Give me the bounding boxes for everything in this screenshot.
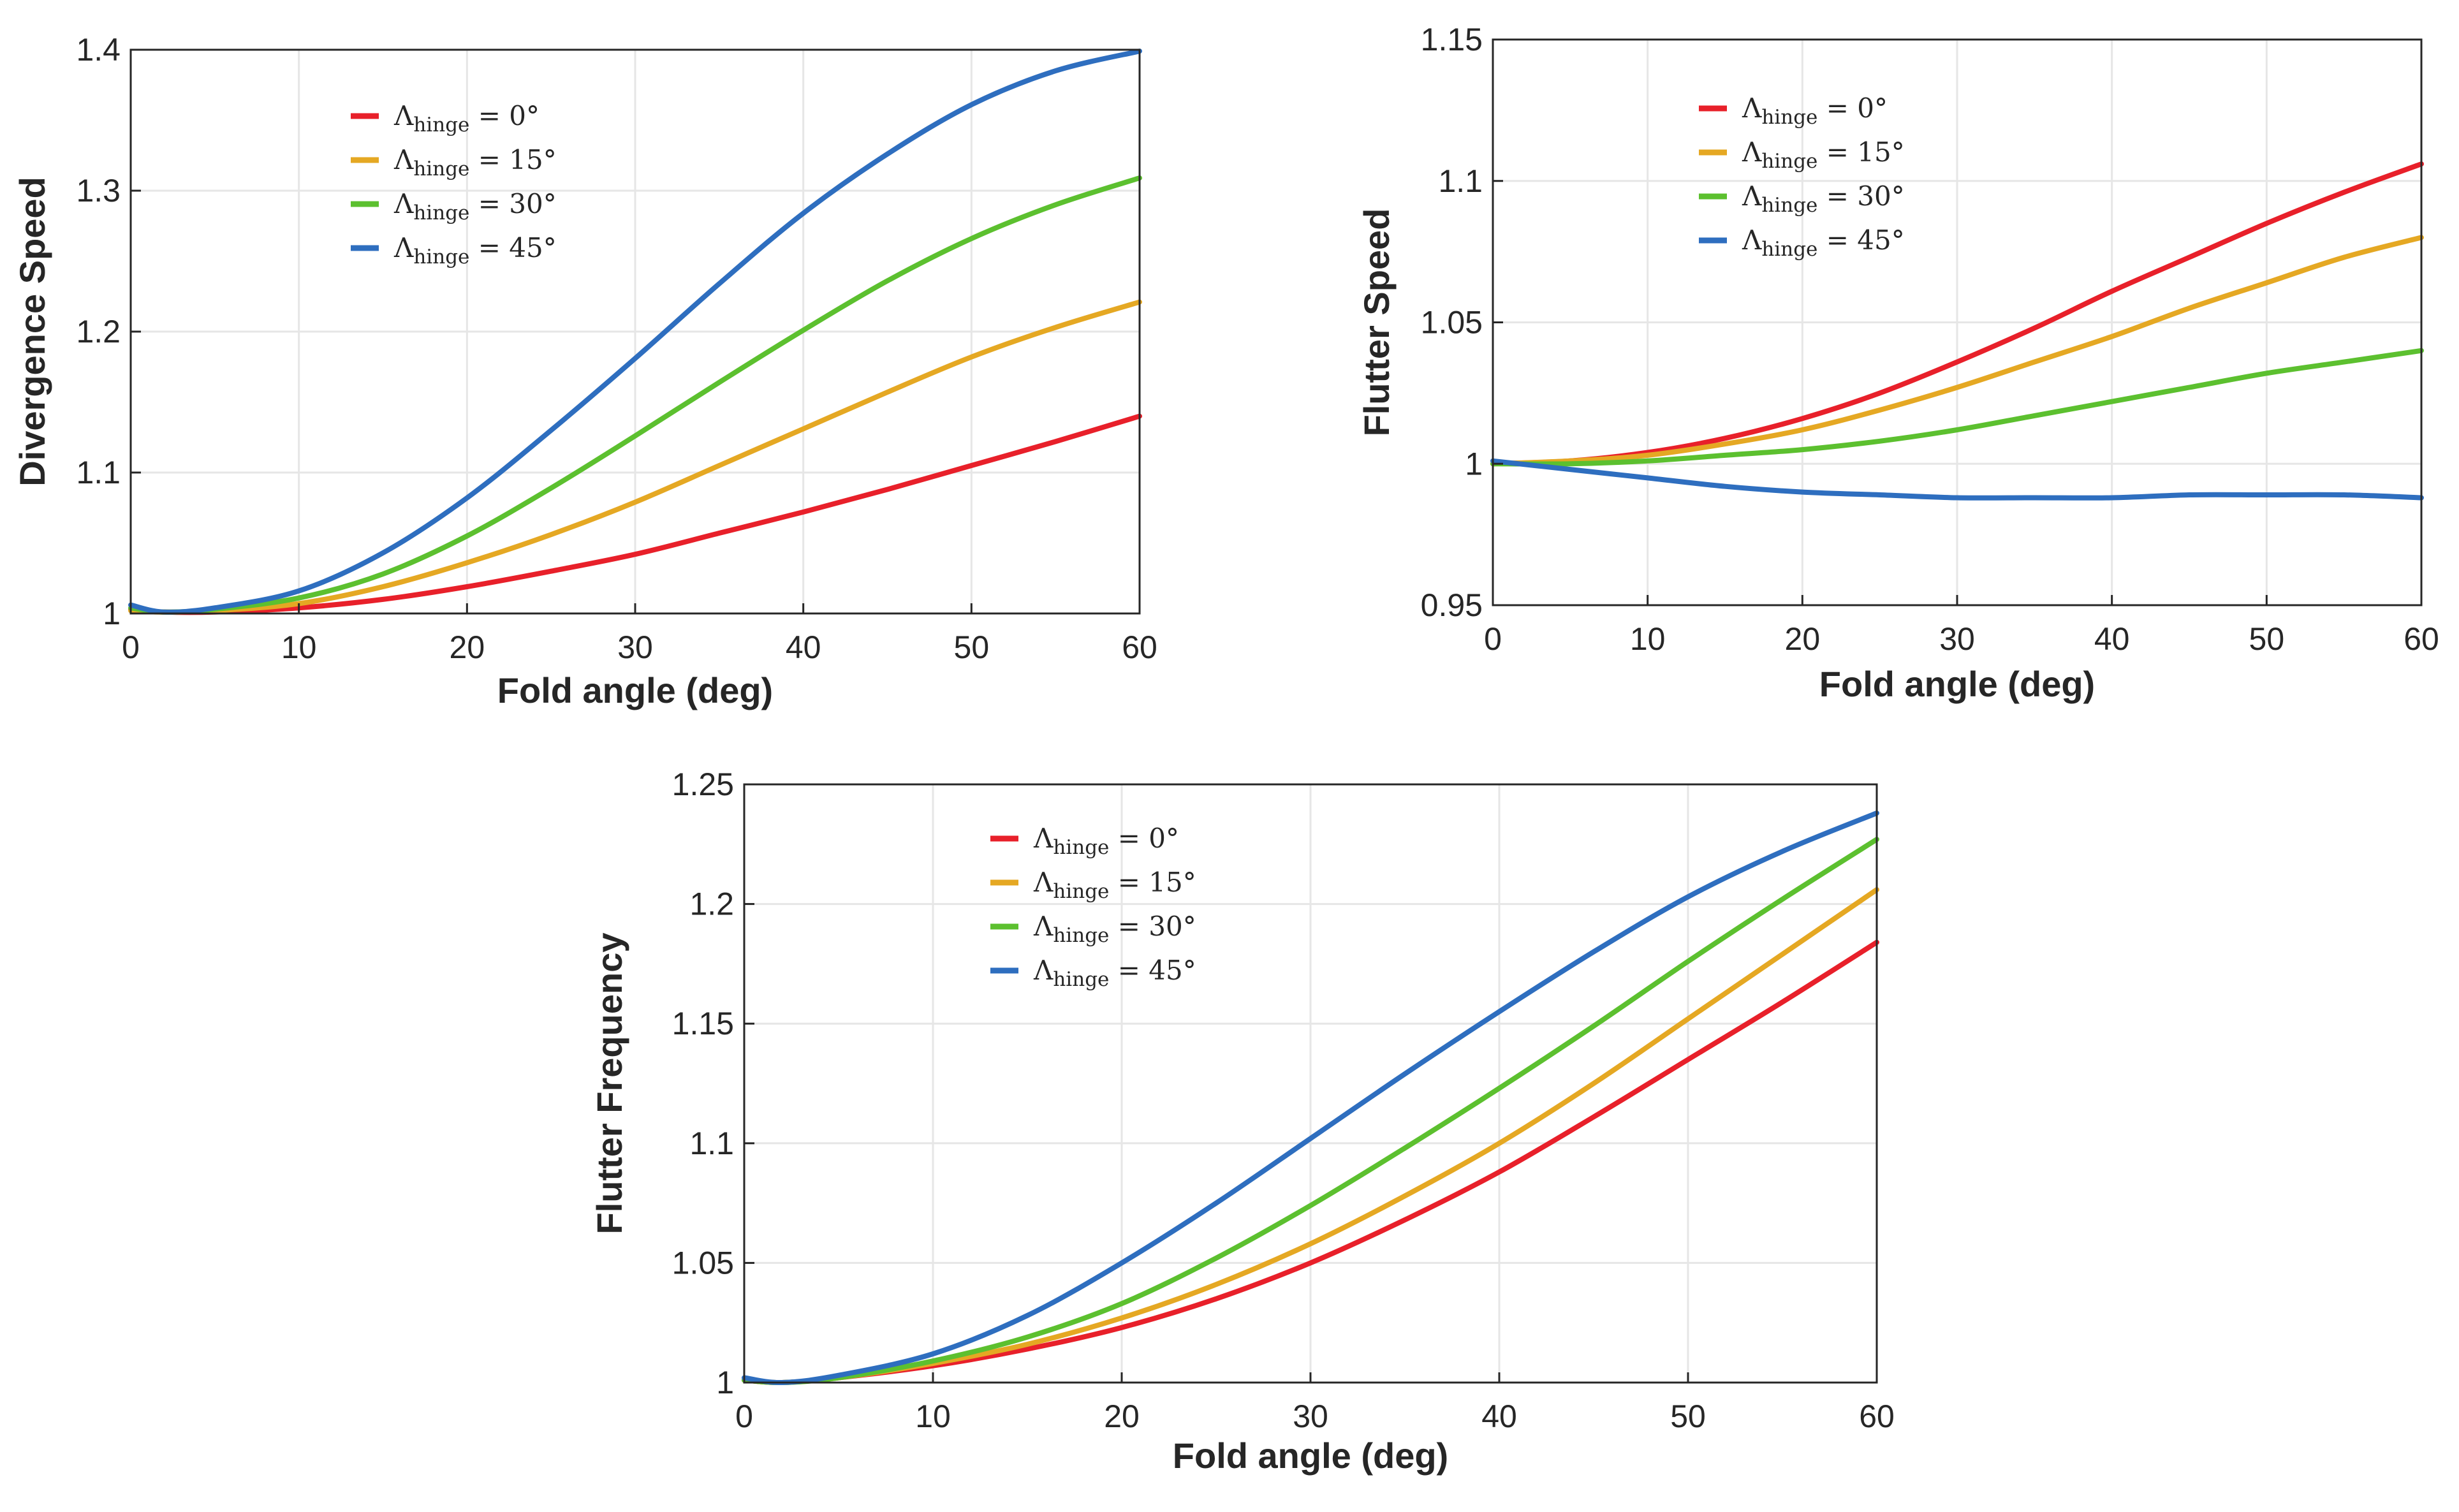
series-line-0 <box>1490 161 2424 467</box>
y-tick-label: 0.95 <box>1421 587 1483 623</box>
x-tick-label: 60 <box>2404 621 2439 657</box>
legend-label-2: Λhinge = 30° <box>393 188 557 224</box>
y-tick-label: 1.15 <box>1421 22 1483 57</box>
x-tick-label: 20 <box>1104 1398 1140 1434</box>
legend-label-3: Λhinge = 45° <box>1742 224 1905 261</box>
x-axis-title: Fold angle (deg) <box>1819 664 2095 704</box>
series-line-3 <box>1490 458 2424 501</box>
y-tick-label: 1.1 <box>1438 163 1483 199</box>
y-tick-label: 1 <box>1465 446 1483 481</box>
flutter-speed-panel: 0 10 20 30 40 50 60 0.95 1 1.05 1.1 1.15 Fold angle … <box>1356 22 2439 704</box>
x-tick-label: 30 <box>617 629 653 665</box>
x-tick-label: 40 <box>1481 1398 1517 1434</box>
y-tick-label: 1.2 <box>76 314 121 349</box>
x-tick-label: 10 <box>281 629 317 665</box>
x-tick-label: 0 <box>122 629 140 665</box>
y-tick-label: 1.2 <box>689 886 734 922</box>
x-tick-label: 40 <box>786 629 821 665</box>
legend: Λhinge = 0° Λhinge = 15° Λhinge = 30° Λhing… <box>990 823 1196 991</box>
series-line-2 <box>742 837 1879 1386</box>
y-tick-label: 1.15 <box>672 1006 734 1041</box>
y-tick-label: 1.4 <box>76 32 121 68</box>
flutter-frequency-panel: 0 10 20 30 40 50 60 1 1.05 1.1 1.15 1.2 1.25 Fold ang… <box>589 767 1895 1476</box>
x-tick-label: 50 <box>1670 1398 1706 1434</box>
y-axis-title: Divergence Speed <box>12 177 52 487</box>
x-tick-label: 60 <box>1859 1398 1895 1434</box>
legend-label-1: Λhinge = 15° <box>1033 867 1196 903</box>
y-tick-label: 1.05 <box>672 1245 734 1281</box>
y-tick-label: 1 <box>716 1365 734 1400</box>
x-tick-label: 20 <box>1785 621 1821 657</box>
x-tick-label: 10 <box>1630 621 1666 657</box>
x-tick-label: 30 <box>1293 1398 1328 1434</box>
y-tick-label: 1.05 <box>1421 305 1483 341</box>
legend-label-1: Λhinge = 15° <box>1742 136 1905 173</box>
divergence-speed-panel: 0 10 20 30 40 50 60 1 1.1 1.2 1.3 1.4 Fold angle (de… <box>12 32 1157 710</box>
legend-label-0: Λhinge = 0° <box>1033 823 1179 859</box>
y-tick-label: 1.25 <box>672 767 734 802</box>
series-line-3 <box>742 811 1879 1386</box>
series-line-2 <box>128 175 1142 615</box>
legend-label-2: Λhinge = 30° <box>1742 180 1905 217</box>
legend-label-1: Λhinge = 15° <box>393 144 557 180</box>
legend-label-3: Λhinge = 45° <box>1033 955 1196 991</box>
x-tick-label: 50 <box>2249 621 2285 657</box>
legend: Λhinge = 0° Λhinge = 15° Λhinge = 30° Λhing… <box>1699 92 1905 261</box>
x-tick-label: 50 <box>954 629 990 665</box>
legend-label-0: Λhinge = 0° <box>1742 92 1888 129</box>
y-tick-label: 1.3 <box>76 173 121 209</box>
y-axis-title: Flutter Frequency <box>589 933 629 1235</box>
series-line-1 <box>128 299 1142 615</box>
series-line-2 <box>1490 348 2424 467</box>
y-tick-label: 1.1 <box>76 455 121 490</box>
x-axis-title: Fold angle (deg) <box>1173 1435 1448 1476</box>
legend-label-2: Λhinge = 30° <box>1033 911 1196 947</box>
legend: Λhinge = 0° Λhinge = 15° Λhinge = 30° Λhing… <box>351 100 557 268</box>
x-tick-label: 40 <box>2094 621 2130 657</box>
series-line-1 <box>1490 235 2424 467</box>
x-tick-label: 10 <box>915 1398 951 1434</box>
x-tick-label: 20 <box>450 629 485 665</box>
legend-label-0: Λhinge = 0° <box>393 100 540 136</box>
series-line-0 <box>128 413 1142 615</box>
x-tick-label: 60 <box>1122 629 1157 665</box>
series-line-3 <box>128 48 1142 615</box>
x-tick-label: 0 <box>1484 621 1502 657</box>
x-tick-label: 30 <box>1939 621 1975 657</box>
y-tick-label: 1.1 <box>689 1126 734 1161</box>
x-axis-title: Fold angle (deg) <box>497 670 773 710</box>
legend-label-3: Λhinge = 45° <box>393 232 557 268</box>
x-tick-label: 0 <box>735 1398 753 1434</box>
y-tick-label: 1 <box>103 596 121 631</box>
y-axis-title: Flutter Speed <box>1356 209 1397 437</box>
